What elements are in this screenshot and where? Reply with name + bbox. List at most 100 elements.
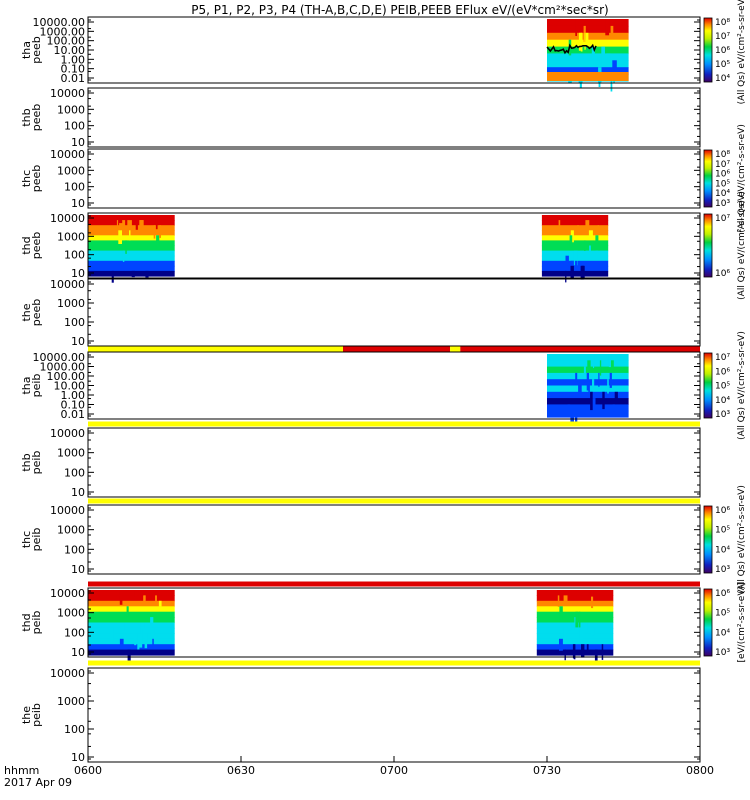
panel-ylabel: thb xyxy=(20,453,33,471)
flag-segment-yellow xyxy=(88,498,700,504)
y-tick-label: 10 xyxy=(71,486,85,499)
y-tick-label: 10000 xyxy=(50,504,85,517)
texture-streak xyxy=(601,644,604,660)
texture-streak xyxy=(145,622,147,631)
texture-streak xyxy=(577,225,579,234)
texture-streak xyxy=(567,622,572,631)
texture-streak xyxy=(599,360,602,376)
texture-streak xyxy=(608,354,612,368)
y-tick-label: 1000.00 xyxy=(40,361,86,374)
texture-streak xyxy=(125,240,127,254)
texture-streak xyxy=(111,270,114,283)
texture-streak xyxy=(581,644,585,658)
texture-streak xyxy=(559,638,563,651)
energy-band xyxy=(88,638,175,645)
flag-bar-2 xyxy=(88,421,700,427)
texture-streak xyxy=(575,410,578,424)
y-tick-label: 1000 xyxy=(57,447,85,460)
texture-streak xyxy=(585,622,588,631)
panels-layer: 10000.001000.00100.0010.001.000.100.01th… xyxy=(20,16,701,764)
texture-streak xyxy=(609,372,612,388)
y-tick-label: 1000 xyxy=(57,695,85,708)
energy-band xyxy=(88,260,175,267)
colorbar-scale xyxy=(703,149,713,208)
texture-streak xyxy=(613,60,617,77)
y-tick-label: 100 xyxy=(64,181,85,194)
energy-band xyxy=(541,270,609,277)
texture-streak xyxy=(586,644,589,654)
panel-ylabel: peib xyxy=(30,703,43,727)
colorbar-tick-label: 10⁸ xyxy=(715,18,730,28)
colorbar-tick-label: 10⁴ xyxy=(715,74,730,84)
energy-band xyxy=(88,265,175,272)
texture-streak xyxy=(131,270,135,278)
energy-band xyxy=(541,235,609,241)
texture-streak xyxy=(146,215,149,223)
texture-streak xyxy=(591,215,596,225)
energy-band xyxy=(536,600,614,607)
texture-streak xyxy=(579,627,583,643)
y-tick-label: 100 xyxy=(64,543,85,556)
y-tick-label: 10 xyxy=(71,335,85,348)
texture-streak xyxy=(158,600,162,607)
flag-bars-layer xyxy=(88,346,700,666)
panel-frame xyxy=(87,212,701,279)
y-tick-label: 1000 xyxy=(57,297,85,310)
texture-streak xyxy=(596,215,599,222)
texture-streak xyxy=(598,372,600,387)
energy-band xyxy=(547,46,629,55)
y-tick-label: 10000 xyxy=(50,212,85,225)
texture-streak xyxy=(584,240,586,251)
energy-band xyxy=(541,265,609,272)
energy-band xyxy=(88,245,175,252)
energy-band xyxy=(88,600,175,607)
colorbar-tick-label: 10⁶ xyxy=(715,170,730,180)
colorbar-label: (All Qs) eV/(cm²-s-sr-eV) xyxy=(737,124,747,233)
texture-streak xyxy=(563,627,566,643)
texture-streak xyxy=(591,595,594,609)
texture-streak xyxy=(592,379,595,388)
y-tick-label: 10000 xyxy=(50,87,85,100)
colorbar-tick-label: 10⁶ xyxy=(715,506,730,516)
y-tick-label: 10 xyxy=(71,563,85,576)
energy-band xyxy=(88,215,175,221)
colorbar-scale xyxy=(703,213,713,278)
spacecraft-potential-trace xyxy=(546,43,597,55)
energy-band xyxy=(547,25,629,34)
texture-streak xyxy=(586,32,589,43)
colorbar-scale xyxy=(703,505,713,574)
colorbar-tha-peeb: 10⁸ 10⁷ 10⁶ 10⁵ 10⁴ (All Qs) eV/(cm²-s-sr-eV) xyxy=(703,0,747,104)
date-label: 2017 Apr 09 xyxy=(4,776,72,789)
colorbar-tick-label: 10⁴ xyxy=(715,396,730,406)
energy-band xyxy=(541,230,609,236)
texture-streak xyxy=(573,644,576,660)
x-tick-label: 0600 xyxy=(74,764,102,777)
x-tick-label: 0700 xyxy=(380,764,408,777)
energy-band xyxy=(536,590,614,596)
texture-streak xyxy=(140,622,145,629)
colorbar-tha-peib: 10⁷ 10⁶ 10⁵ 10⁴ 10³ (All Qs) eV/(cm²-s-sr-eV) xyxy=(703,331,747,440)
x-tick-label: 0730 xyxy=(533,764,561,777)
texture-streak xyxy=(588,385,590,396)
texture-streak xyxy=(118,215,123,224)
texture-streak xyxy=(123,225,126,232)
y-tick-label: 100 xyxy=(64,120,85,133)
colorbar-tick-label: 10⁷ xyxy=(715,160,730,170)
colorbar-label: [eV/(cm²-s-sr-eV)] xyxy=(737,582,747,662)
energy-band xyxy=(88,633,175,640)
y-tick-label: 1.00 xyxy=(61,53,86,66)
colorbar-label: (All Qs) eV/(cm²-s-sr-eV) xyxy=(737,0,747,104)
texture-streak xyxy=(565,255,569,263)
spectrogram-tha-peeb-0 xyxy=(546,19,629,92)
texture-streak xyxy=(610,25,614,38)
energy-band xyxy=(536,606,614,613)
colorbar-tick-label: 10³ xyxy=(715,410,730,420)
panel-ylabel: peib xyxy=(30,451,43,475)
texture-streak xyxy=(121,622,125,632)
colorbar-tick-label: 10⁴ xyxy=(715,628,730,638)
texture-streak xyxy=(567,404,571,413)
energy-band xyxy=(547,366,629,374)
texture-streak xyxy=(587,360,591,369)
